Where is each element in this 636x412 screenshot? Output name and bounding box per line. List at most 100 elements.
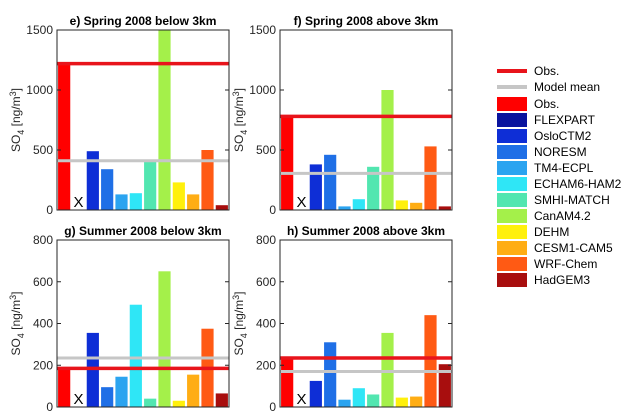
panel-e-ylabel-part-2: [ng/m	[9, 96, 23, 129]
panel-h-ytick-label-600: 600	[256, 275, 276, 289]
panel-h-bar-dehm	[395, 397, 408, 407]
panel-e-bar-echam6-ham2	[129, 193, 142, 210]
legend-bar-entry-echam6-ham2: ECHAM6-HAM2	[497, 177, 622, 191]
legend-bar-swatch-canam4-2	[497, 209, 527, 223]
panel-e-ytick-label-0: 0	[46, 203, 53, 217]
panel-f-bar-osloctm2	[309, 164, 322, 210]
panel-f-ylabel-part-0: SO	[232, 135, 246, 152]
panel-g-ylabel-part-3: 3	[8, 295, 18, 300]
panel-e-axes-frame	[56, 29, 230, 211]
panel-e-ylabel-part-3: 3	[8, 91, 18, 96]
legend-bar-swatch-hadgem3	[497, 273, 527, 287]
panel-g: X 0 200 400 600 800 g) Summer 2008 below 3km SO…	[8, 224, 230, 412]
legend-bar-label-hadgem3: HadGEM3	[534, 273, 590, 287]
legend-bar-label-obs: Obs.	[534, 97, 559, 111]
legend-bar-swatch-noresm	[497, 145, 527, 159]
legend-bar-swatch-osloctm2	[497, 129, 527, 143]
legend-bar-entry-dehm: DEHM	[497, 225, 569, 239]
panel-g-title: g) Summer 2008 below 3km	[64, 224, 221, 238]
panel-g-bar-tm4-ecpl	[115, 376, 128, 407]
panel-f-bar-tm4-ecpl	[338, 206, 351, 210]
panel-f-ylabel-part-3: 3	[231, 91, 241, 96]
panel-h: X 0 200 400 600 800 h) Summer 2008 above 3km SO…	[231, 224, 453, 412]
panel-f-bar-dehm	[395, 200, 408, 210]
panel-h-bar-canam4-2	[381, 332, 394, 407]
panel-g-ylabel-part-1: 4	[16, 333, 26, 338]
panel-e-bar-wrf-chem	[201, 150, 214, 210]
panel-e-bar-tm4-ecpl	[115, 194, 128, 210]
legend-bar-label-osloctm2: OsloCTM2	[534, 129, 592, 143]
panel-e-ylabel-part-4: ]	[9, 88, 23, 91]
panel-h-bar-noresm	[324, 342, 337, 407]
panel-e-bar-dehm	[172, 182, 185, 210]
legend-bar-swatch-echam6-ham2	[497, 177, 527, 191]
panel-g-bar-dehm	[172, 400, 185, 407]
panel-g-ylabel-part-0: SO	[9, 338, 23, 355]
legend-bar-swatch-wrf-chem	[497, 257, 527, 271]
legend-bar-label-canam4-2: CanAM4.2	[534, 209, 591, 223]
panel-e-ylabel: SO4 [ng/m3]	[8, 88, 26, 152]
panel-e-bar-cesm1-cam5	[187, 194, 200, 210]
panel-f-bar-noresm	[324, 154, 337, 210]
panel-f-ytick-label-1500: 1500	[249, 23, 276, 37]
legend-bar-entry-canam4-2: CanAM4.2	[497, 209, 591, 223]
panel-e-bar-canam4-2	[158, 30, 171, 210]
panel-g-ylabel-part-4: ]	[9, 291, 23, 294]
panel-f-missing-marker-flexpart: X	[296, 194, 306, 211]
panel-f-bar-wrf-chem	[424, 146, 437, 210]
panel-h-ylabel-part-4: ]	[232, 291, 246, 294]
panel-h-bar-echam6-ham2	[352, 388, 365, 407]
panel-f-bar-canam4-2	[381, 90, 394, 210]
panel-f-ytick-label-1000: 1000	[249, 83, 276, 97]
panel-h-bar-osloctm2	[309, 380, 322, 407]
panel-g-missing-marker-flexpart: X	[73, 391, 83, 408]
panel-h-ytick-label-0: 0	[269, 400, 276, 412]
legend: Obs. Model mean Obs. FLEXPART OsloCTM2 NORE…	[497, 64, 622, 287]
panel-f-ytick-label-0: 0	[269, 203, 276, 217]
panel-h-ylabel-part-0: SO	[232, 338, 246, 355]
panel-g-ytick-label-600: 600	[33, 275, 53, 289]
panel-f-ylabel-part-2: [ng/m	[232, 96, 246, 129]
panel-f: X 0 500 1000 1500 f) Spring 2008 above 3km SO4…	[231, 14, 453, 217]
panel-h-missing-marker-flexpart: X	[296, 391, 306, 408]
panel-h-bar-tm4-ecpl	[338, 399, 351, 407]
panel-e-bar-osloctm2	[86, 151, 99, 210]
legend-bar-entry-wrf-chem: WRF-Chem	[497, 257, 597, 271]
panel-e-bar-smhi-match	[144, 160, 157, 210]
panel-e: X 0 500 1000 1500 e) Spring 2008 below 3km SO4…	[8, 14, 230, 217]
panel-f-bar-hadgem3	[438, 206, 451, 210]
panel-e-ylabel-part-0: SO	[9, 135, 23, 152]
legend-bar-entry-smhi-match: SMHI-MATCH	[497, 193, 610, 207]
panel-h-ylabel-part-2: [ng/m	[232, 300, 246, 333]
panel-g-ylabel-part-2: [ng/m	[9, 300, 23, 333]
legend-line-label-obs: Obs.	[534, 64, 559, 78]
panel-h-bar-cesm1-cam5	[410, 396, 423, 407]
panel-g-bar-canam4-2	[158, 271, 171, 407]
legend-bar-swatch-dehm	[497, 225, 527, 239]
panel-h-ytick-label-200: 200	[256, 358, 276, 372]
legend-bar-label-cesm1-cam5: CESM1-CAM5	[534, 241, 613, 255]
panel-g-bar-cesm1-cam5	[187, 374, 200, 407]
legend-bar-entry-osloctm2: OsloCTM2	[497, 129, 592, 143]
legend-bar-label-smhi-match: SMHI-MATCH	[534, 193, 610, 207]
panel-h-ylabel: SO4 [ng/m3]	[231, 291, 249, 355]
panel-e-ylabel-part-1: 4	[16, 130, 26, 135]
legend-bar-entry-tm4-ecpl: TM4-ECPL	[497, 161, 594, 175]
panel-f-ytick-label-500: 500	[256, 143, 276, 157]
panel-e-missing-marker-flexpart: X	[73, 194, 83, 211]
panel-h-ylabel-part-3: 3	[231, 295, 241, 300]
panel-g-bar-smhi-match	[144, 398, 157, 407]
legend-line-entry-obs: Obs.	[497, 64, 559, 78]
legend-bar-entry-noresm: NORESM	[497, 145, 587, 159]
panel-h-ylabel-part-1: 4	[239, 333, 249, 338]
legend-bar-label-tm4-ecpl: TM4-ECPL	[534, 161, 594, 175]
panel-e-bar-hadgem3	[215, 205, 228, 210]
panel-h-title: h) Summer 2008 above 3km	[287, 224, 445, 238]
legend-bar-swatch-tm4-ecpl	[497, 161, 527, 175]
legend-bar-entry-obs: Obs.	[497, 97, 559, 111]
panel-g-ytick-label-800: 800	[33, 233, 53, 247]
panel-g-bar-hadgem3	[215, 393, 228, 407]
panel-e-title: e) Spring 2008 below 3km	[70, 14, 217, 28]
legend-bar-swatch-flexpart	[497, 113, 527, 127]
legend-bar-label-wrf-chem: WRF-Chem	[534, 257, 597, 271]
